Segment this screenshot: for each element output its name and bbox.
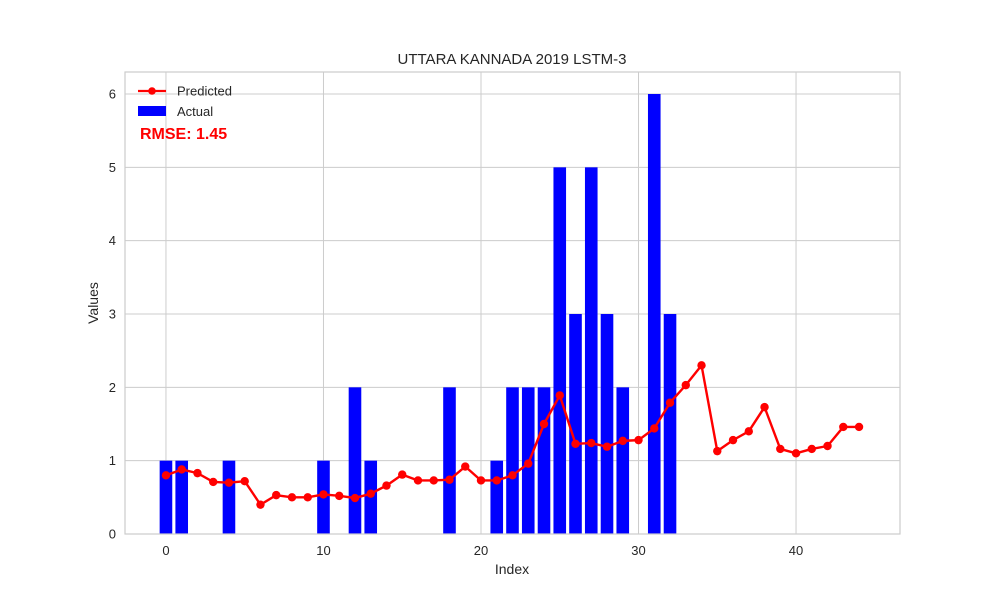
- predicted-point: [555, 391, 564, 400]
- actual-bar: [443, 387, 456, 534]
- y-tick-label: 6: [109, 87, 116, 102]
- predicted-point: [303, 493, 312, 502]
- legend-actual-swatch: [138, 106, 166, 116]
- chart-title: UTTARA KANNADA 2019 LSTM-3: [398, 51, 627, 68]
- y-tick-labels: 0 1 2 3 4 5 6: [109, 87, 116, 542]
- x-tick-label: 20: [474, 543, 488, 558]
- predicted-point: [791, 449, 801, 458]
- y-tick-label: 4: [109, 233, 116, 248]
- predicted-point: [177, 465, 186, 474]
- actual-bar: [175, 460, 189, 534]
- predicted-point: [256, 500, 265, 509]
- actual-bar: [490, 460, 504, 534]
- y-tick-label: 5: [109, 160, 116, 175]
- actual-bar: [537, 387, 551, 534]
- actual-bar: [222, 460, 236, 534]
- predicted-point: [539, 419, 549, 429]
- x-tick-label: 30: [631, 543, 645, 558]
- predicted-point: [713, 446, 722, 456]
- y-tick-label: 0: [109, 527, 116, 542]
- legend-predicted-marker: [148, 87, 156, 95]
- predicted-point: [429, 476, 438, 485]
- predicted-point: [697, 361, 706, 370]
- predicted-point: [634, 435, 643, 445]
- predicted-point: [854, 422, 864, 432]
- predicted-point: [839, 422, 848, 432]
- predicted-point: [461, 462, 470, 471]
- predicted-point: [760, 402, 769, 412]
- rmse-annotation: RMSE: 1.45: [140, 126, 227, 143]
- plot-frame: [124, 71, 901, 535]
- predicted-point: [728, 435, 738, 445]
- predicted-point: [508, 471, 517, 480]
- x-axis-label: Index: [495, 561, 529, 577]
- predicted-line-layer: [161, 361, 864, 509]
- predicted-point: [524, 459, 533, 468]
- actual-bar: [584, 167, 598, 535]
- actual-bar: [600, 314, 614, 534]
- actual-bar: [553, 167, 567, 535]
- predicted-point: [319, 490, 328, 499]
- predicted-point: [476, 476, 486, 485]
- x-tick-label: 10: [316, 543, 330, 558]
- predicted-point: [240, 477, 249, 486]
- x-tick-labels: 0 10 20 30 40: [162, 543, 803, 558]
- predicted-point: [193, 468, 202, 478]
- actual-bar: [159, 460, 173, 534]
- predicted-point: [681, 380, 690, 390]
- predicted-point: [209, 477, 218, 487]
- actual-bar: [569, 314, 582, 534]
- predicted-point: [398, 470, 407, 479]
- grid: [125, 72, 900, 535]
- actual-bar: [616, 387, 630, 534]
- predicted-point: [602, 442, 612, 451]
- predicted-point: [618, 436, 627, 446]
- x-tick-label: 0: [162, 543, 169, 558]
- y-tick-label: 2: [109, 380, 116, 395]
- legend-predicted-label: Predicted: [177, 84, 232, 99]
- predicted-point: [744, 427, 753, 436]
- x-tick-label: 40: [789, 543, 803, 558]
- predicted-point: [224, 478, 234, 487]
- predicted-point: [272, 490, 281, 500]
- y-axis-label: Values: [85, 282, 101, 324]
- predicted-point: [665, 398, 675, 407]
- predicted-point: [807, 444, 816, 454]
- legend: Predicted Actual: [138, 84, 232, 119]
- predicted-point: [492, 476, 501, 485]
- predicted-point: [350, 493, 360, 503]
- predicted-point: [161, 471, 171, 480]
- predicted-point: [823, 441, 832, 451]
- predicted-point: [650, 424, 659, 433]
- actual-bar: [663, 314, 677, 534]
- legend-actual-label: Actual: [177, 104, 213, 119]
- predicted-point: [445, 475, 454, 484]
- y-tick-label: 3: [109, 307, 116, 322]
- actual-bar: [506, 387, 519, 534]
- predicted-point: [366, 489, 375, 498]
- predicted-point: [776, 444, 785, 454]
- predicted-point: [382, 481, 391, 490]
- actual-bar: [647, 94, 661, 534]
- predicted-point: [335, 491, 344, 501]
- y-tick-label: 1: [109, 453, 116, 468]
- predicted-point: [571, 439, 580, 448]
- predicted-point: [287, 493, 297, 502]
- predicted-point: [413, 476, 423, 485]
- predicted-point: [587, 438, 596, 448]
- actual-bar: [348, 387, 362, 534]
